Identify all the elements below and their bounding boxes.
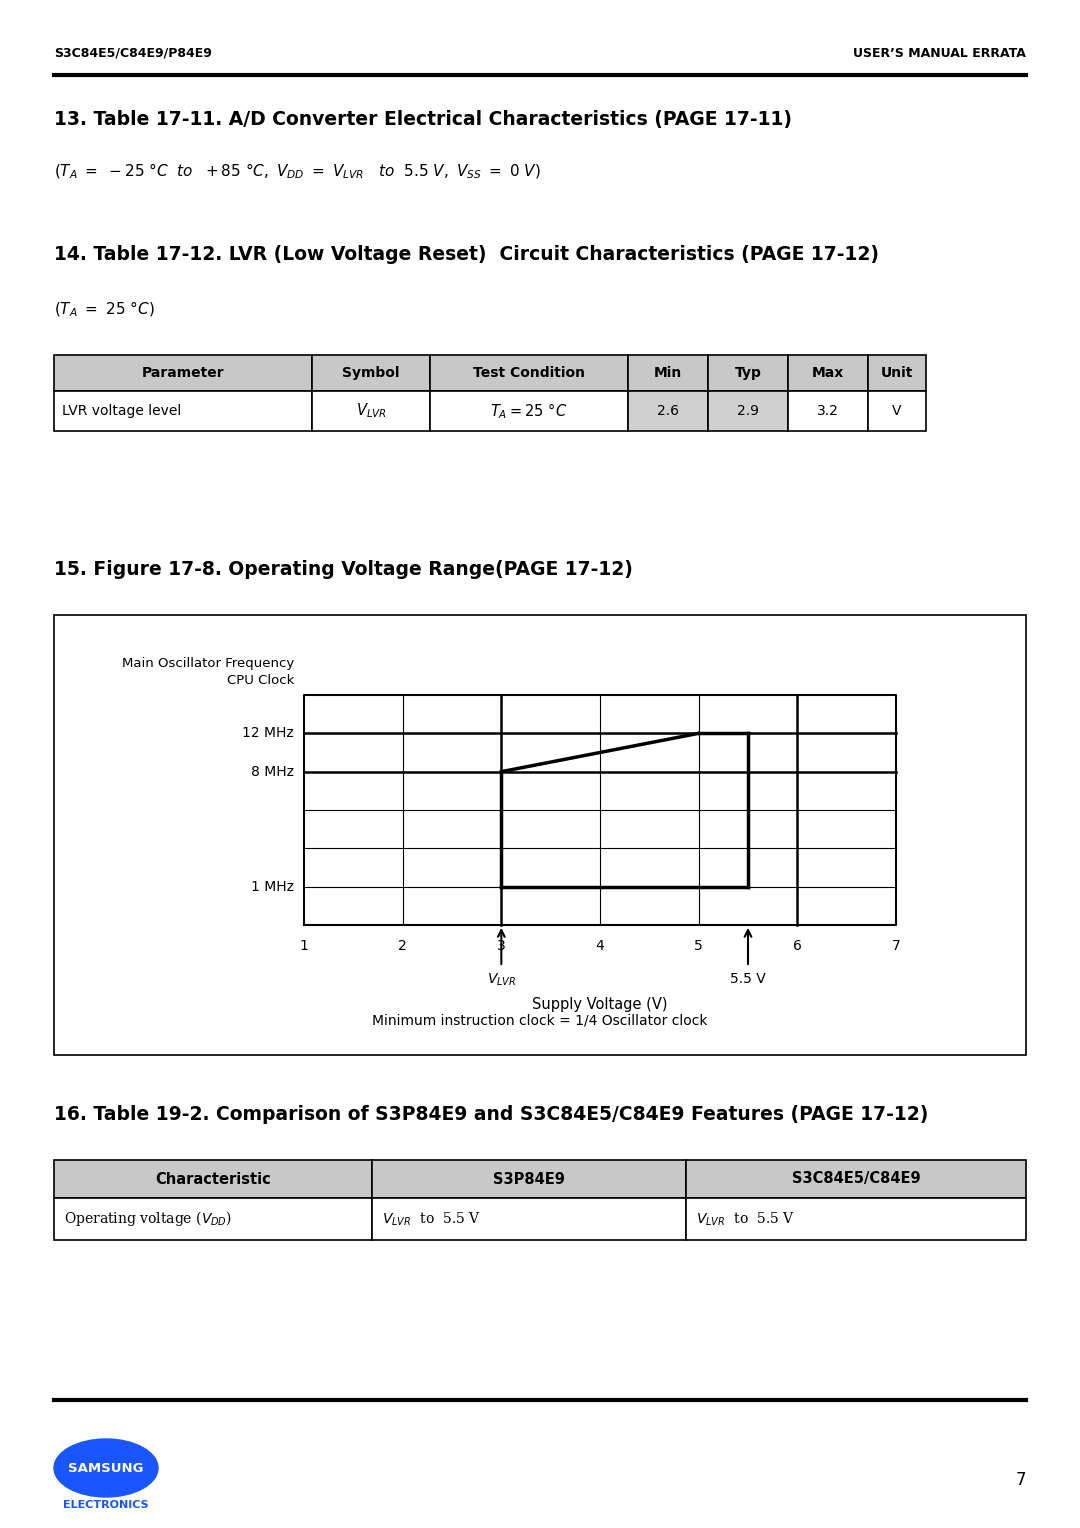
Text: $V_{LVR}$: $V_{LVR}$ bbox=[487, 972, 516, 989]
Text: 5: 5 bbox=[694, 940, 703, 953]
Text: 2: 2 bbox=[399, 940, 407, 953]
Bar bbox=[372, 1160, 686, 1198]
Bar bbox=[54, 614, 1026, 1054]
Text: Parameter: Parameter bbox=[141, 367, 225, 380]
Text: $V_{LVR}$  to  5.5 V: $V_{LVR}$ to 5.5 V bbox=[382, 1210, 481, 1227]
Text: 7: 7 bbox=[1015, 1471, 1026, 1488]
Bar bbox=[788, 354, 868, 391]
Text: 2.9: 2.9 bbox=[737, 403, 759, 419]
Text: SAMSUNG: SAMSUNG bbox=[68, 1461, 144, 1475]
Bar bbox=[372, 1198, 686, 1241]
Bar bbox=[627, 354, 708, 391]
Text: 7: 7 bbox=[892, 940, 901, 953]
Text: Unit: Unit bbox=[881, 367, 914, 380]
Text: 8 MHz: 8 MHz bbox=[251, 764, 294, 779]
Bar bbox=[868, 354, 926, 391]
Ellipse shape bbox=[54, 1439, 158, 1497]
Text: 6: 6 bbox=[793, 940, 801, 953]
Text: 4: 4 bbox=[596, 940, 605, 953]
Text: Supply Voltage (V): Supply Voltage (V) bbox=[532, 996, 667, 1012]
Text: 1 MHz: 1 MHz bbox=[251, 880, 294, 894]
Text: 12 MHz: 12 MHz bbox=[242, 726, 294, 741]
Bar bbox=[54, 1198, 372, 1241]
Text: 1: 1 bbox=[299, 940, 309, 953]
Text: 3.2: 3.2 bbox=[818, 403, 839, 419]
Bar bbox=[430, 354, 627, 391]
Text: Main Oscillator Frequency: Main Oscillator Frequency bbox=[122, 657, 294, 669]
Text: $T_A = 25\ °C$: $T_A = 25\ °C$ bbox=[490, 402, 568, 420]
Bar bbox=[788, 391, 868, 431]
Text: 15. Figure 17-8. Operating Voltage Range(PAGE 17-12): 15. Figure 17-8. Operating Voltage Range… bbox=[54, 559, 633, 579]
Text: 5.5 V: 5.5 V bbox=[730, 972, 766, 986]
Text: CPU Clock: CPU Clock bbox=[227, 674, 294, 688]
Bar bbox=[430, 391, 627, 431]
Bar bbox=[686, 1198, 1026, 1241]
Text: Operating voltage ($V_{DD}$): Operating voltage ($V_{DD}$) bbox=[64, 1210, 232, 1229]
Text: S3C84E5/C84E9/P84E9: S3C84E5/C84E9/P84E9 bbox=[54, 47, 212, 60]
Text: Max: Max bbox=[812, 367, 845, 380]
Text: USER’S MANUAL ERRATA: USER’S MANUAL ERRATA bbox=[853, 47, 1026, 60]
Text: $(T_A\ =\ -25\ °C\ \ to\ \ +85\ °C,\ V_{DD}\ =\ V_{LVR}\ \ \ to\ \ 5.5\ V,\ V_{S: $(T_A\ =\ -25\ °C\ \ to\ \ +85\ °C,\ V_{… bbox=[54, 162, 541, 182]
Bar bbox=[312, 391, 430, 431]
Bar bbox=[54, 354, 312, 391]
Bar bbox=[708, 354, 788, 391]
Text: S3P84E9: S3P84E9 bbox=[494, 1172, 565, 1187]
Text: 13. Table 17-11. A/D Converter Electrical Characteristics (PAGE 17-11): 13. Table 17-11. A/D Converter Electrica… bbox=[54, 110, 792, 128]
Text: 16. Table 19-2. Comparison of S3P84E9 and S3C84E5/C84E9 Features (PAGE 17-12): 16. Table 19-2. Comparison of S3P84E9 an… bbox=[54, 1105, 929, 1125]
Bar bbox=[627, 391, 708, 431]
Text: LVR voltage level: LVR voltage level bbox=[62, 403, 181, 419]
Bar bbox=[54, 1160, 372, 1198]
Bar bbox=[686, 1160, 1026, 1198]
Text: $V_{LVR}$  to  5.5 V: $V_{LVR}$ to 5.5 V bbox=[696, 1210, 795, 1227]
Text: $(T_A\ =\ 25\ °C)$: $(T_A\ =\ 25\ °C)$ bbox=[54, 299, 154, 319]
Text: Minimum instruction clock = 1/4 Oscillator clock: Minimum instruction clock = 1/4 Oscillat… bbox=[373, 1013, 707, 1027]
Bar bbox=[54, 391, 312, 431]
Text: 2.6: 2.6 bbox=[657, 403, 679, 419]
Text: V: V bbox=[892, 403, 902, 419]
Bar bbox=[708, 391, 788, 431]
Text: Min: Min bbox=[653, 367, 683, 380]
Text: $V_{LVR}$: $V_{LVR}$ bbox=[355, 402, 387, 420]
Text: Symbol: Symbol bbox=[342, 367, 400, 380]
Text: ELECTRONICS: ELECTRONICS bbox=[64, 1500, 149, 1510]
Text: S3C84E5/C84E9: S3C84E5/C84E9 bbox=[792, 1172, 920, 1187]
Text: Characteristic: Characteristic bbox=[156, 1172, 271, 1187]
Bar bbox=[312, 354, 430, 391]
Text: Test Condition: Test Condition bbox=[473, 367, 585, 380]
Text: Typ: Typ bbox=[734, 367, 761, 380]
Text: 14. Table 17-12. LVR (Low Voltage Reset)  Circuit Characteristics (PAGE 17-12): 14. Table 17-12. LVR (Low Voltage Reset)… bbox=[54, 244, 879, 264]
Text: 3: 3 bbox=[497, 940, 505, 953]
Bar bbox=[868, 391, 926, 431]
